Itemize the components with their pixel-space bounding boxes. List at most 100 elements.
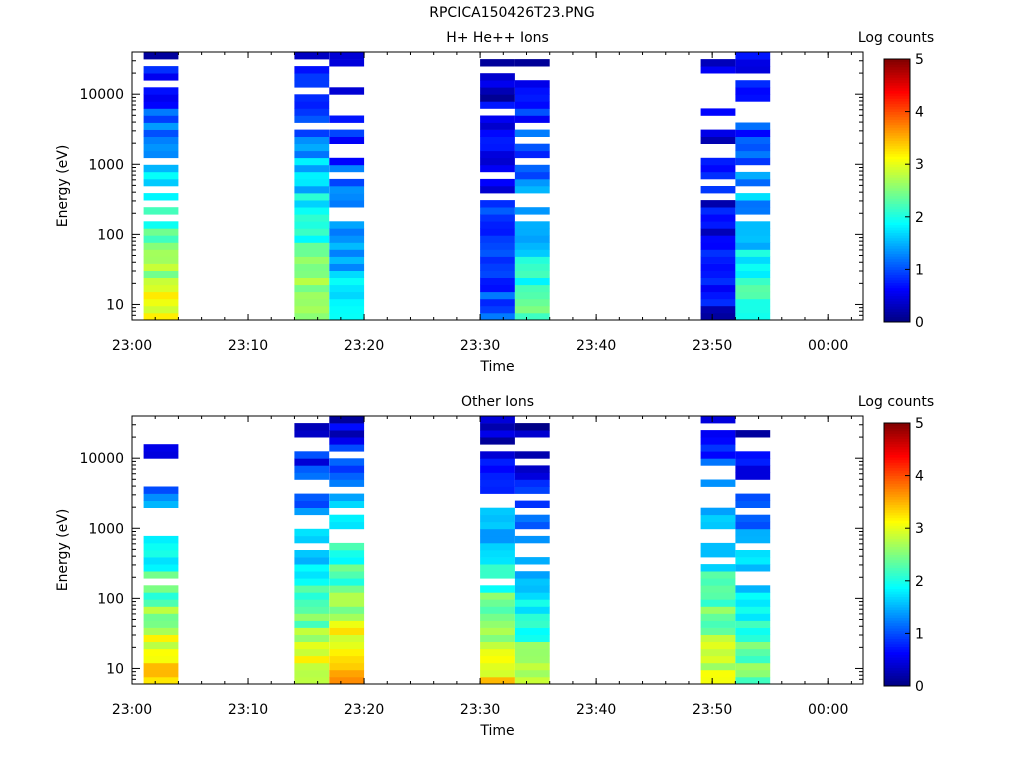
colorbar-step xyxy=(884,596,910,600)
energy-bin xyxy=(480,585,515,593)
energy-bin xyxy=(514,627,550,635)
colorbar-step xyxy=(884,240,910,244)
energy-bin xyxy=(514,235,550,243)
energy-bin xyxy=(700,171,736,180)
colorbar-label: Log counts xyxy=(858,30,934,46)
plot-frame xyxy=(131,415,864,685)
colorbar-step xyxy=(884,245,910,249)
colorbar-step xyxy=(884,316,910,320)
energy-bin xyxy=(143,291,179,300)
energy-bin xyxy=(329,606,365,614)
energy-bin xyxy=(329,115,365,123)
energy-bin xyxy=(143,676,179,685)
energy-bin xyxy=(480,507,515,516)
energy-bin xyxy=(480,592,515,600)
colorbar-step xyxy=(884,499,910,503)
energy-bin xyxy=(143,108,179,116)
colorbar-step xyxy=(884,533,910,537)
colorbar-step xyxy=(884,496,910,500)
energy-bin xyxy=(514,451,550,459)
energy-bin xyxy=(514,641,550,650)
colorbar-step xyxy=(884,140,910,144)
energy-bin xyxy=(480,200,515,208)
colorbar-step xyxy=(884,454,910,458)
y-tick-label: 10000 xyxy=(79,451,124,467)
energy-bin xyxy=(480,627,515,635)
energy-bin xyxy=(700,157,736,166)
energy-bin xyxy=(143,606,179,614)
colorbar-step xyxy=(884,85,910,89)
energy-bin xyxy=(294,641,330,650)
colorbar-step xyxy=(884,161,910,165)
energy-bin xyxy=(700,66,736,74)
colorbar-tick-label: 3 xyxy=(915,157,924,173)
energy-bin xyxy=(700,578,736,586)
energy-bin xyxy=(143,242,179,250)
x-tick-label: 23:20 xyxy=(344,702,384,718)
energy-bin xyxy=(700,284,736,293)
colorbar-step xyxy=(884,554,910,558)
energy-bin xyxy=(514,578,550,586)
colorbar-tick-label: 5 xyxy=(915,416,924,432)
colorbar-step xyxy=(884,98,910,102)
colorbar-step xyxy=(884,172,910,176)
panel-2: 23:00 23:10 23:20 23:30 23:40 23:50 00:0010100… xyxy=(55,394,934,739)
energy-bin xyxy=(143,270,179,278)
energy-bin xyxy=(700,613,736,621)
energy-bin xyxy=(294,298,330,307)
colorbar-step xyxy=(884,538,910,542)
energy-bin xyxy=(143,178,179,187)
energy-bin xyxy=(735,564,771,572)
energy-bin xyxy=(514,585,550,593)
energy-bin xyxy=(294,648,330,657)
colorbar-step xyxy=(884,206,910,210)
colorbar-step xyxy=(884,507,910,511)
colorbar-step xyxy=(884,649,910,653)
energy-bin xyxy=(480,606,515,614)
energy-bin xyxy=(514,171,550,180)
colorbar-step xyxy=(884,193,910,197)
energy-bin xyxy=(480,136,515,144)
energy-bin xyxy=(294,80,330,88)
colorbar-step xyxy=(884,559,910,563)
colorbar-step xyxy=(884,151,910,155)
colorbar-step xyxy=(884,153,910,157)
energy-bin xyxy=(329,444,365,452)
colorbar-step xyxy=(884,622,910,626)
colorbar-step xyxy=(884,108,910,112)
energy-bin xyxy=(294,228,330,236)
colorbar-step xyxy=(884,654,910,658)
energy-bin xyxy=(700,507,736,516)
energy-bin xyxy=(294,157,330,166)
energy-bin xyxy=(294,207,330,215)
energy-bin xyxy=(700,479,736,487)
colorbar-step xyxy=(884,504,910,508)
energy-bin xyxy=(480,80,515,88)
energy-bin xyxy=(514,256,550,264)
energy-bin xyxy=(329,662,365,671)
colorbar-step xyxy=(884,586,910,590)
energy-bin xyxy=(735,291,771,300)
colorbar-step xyxy=(884,670,910,674)
energy-bin xyxy=(143,193,179,201)
colorbar-step xyxy=(884,285,910,289)
colorbar-step xyxy=(884,119,910,123)
energy-bin xyxy=(480,669,515,678)
colorbar-step xyxy=(884,208,910,212)
energy-bin xyxy=(329,669,365,678)
colorbar-step xyxy=(884,74,910,78)
energy-bin xyxy=(514,521,550,530)
colorbar-step xyxy=(884,641,910,645)
energy-bin xyxy=(480,221,515,229)
energy-bin xyxy=(735,298,771,307)
energy-bin xyxy=(294,256,330,264)
energy-bin xyxy=(480,143,515,152)
energy-bin xyxy=(480,164,515,173)
energy-bin xyxy=(480,59,515,67)
colorbar-step xyxy=(884,646,910,650)
colorbar-step xyxy=(884,591,910,595)
colorbar-step xyxy=(884,227,910,231)
colorbar-step xyxy=(884,517,910,521)
energy-bin xyxy=(480,298,515,307)
colorbar-step xyxy=(884,166,910,170)
